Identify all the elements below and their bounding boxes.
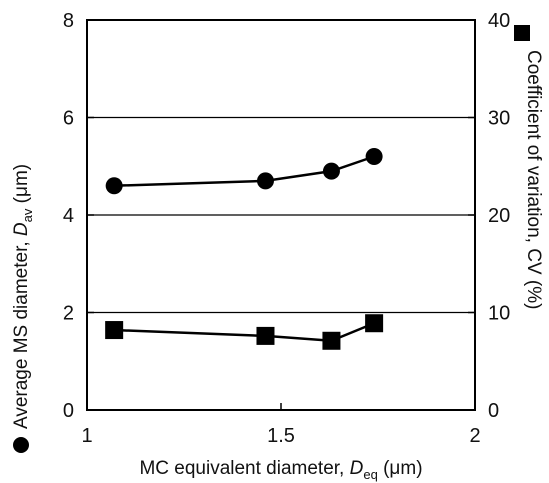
gridlines xyxy=(87,116,475,314)
data-point-circle xyxy=(256,172,274,190)
y-left-tick-label: 0 xyxy=(63,400,74,422)
svg-text:Coefficient of variation, CV (: Coefficient of variation, CV (%) xyxy=(523,50,544,309)
data-point-square xyxy=(105,321,124,340)
y-right-tick-label: 20 xyxy=(488,205,510,227)
y-axis-label-right: Coefficient of variation, CV (%) xyxy=(514,25,544,309)
x-axis-label: MC equivalent diameter, Deq (μm) xyxy=(139,458,422,482)
data-point-circle xyxy=(105,177,123,195)
y-left-tick-label: 2 xyxy=(63,303,74,325)
x-tick-label: 1 xyxy=(81,425,92,447)
y-left-tick-label: 6 xyxy=(63,108,74,130)
y-right-tick-label: 10 xyxy=(488,303,510,325)
series-line-square xyxy=(114,322,375,343)
y-axis-label-left: Average MS diameter, Dav (μm) xyxy=(11,164,35,453)
svg-text:Average MS diameter, Dav (μm): Average MS diameter, Dav (μm) xyxy=(11,164,35,429)
x-tick-label: 2 xyxy=(469,425,480,447)
data-point-square xyxy=(256,326,275,345)
y-right-tick-label: 30 xyxy=(488,108,510,130)
x-tick-label: 1.5 xyxy=(267,425,295,447)
y-left-tick-label: 8 xyxy=(63,10,74,32)
y-left-tick-label: 4 xyxy=(63,205,74,227)
square-legend-marker xyxy=(514,25,530,41)
circle-legend-marker xyxy=(13,437,29,453)
data-point-square xyxy=(365,314,384,333)
data-point-circle xyxy=(322,162,340,180)
data-point-circle xyxy=(365,148,383,165)
series-line-circle xyxy=(114,155,375,187)
y-right-tick-label: 40 xyxy=(488,10,510,32)
y-right-tick-label: 0 xyxy=(488,400,499,422)
data-point-square xyxy=(322,331,341,350)
data-series xyxy=(105,148,384,350)
